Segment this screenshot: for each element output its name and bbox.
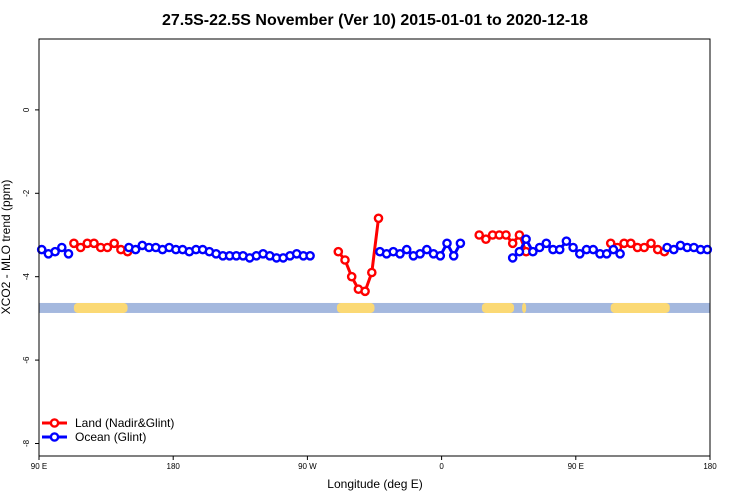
ocean-data-point — [36, 244, 47, 255]
ocean-data-point — [401, 244, 412, 255]
ocean-data-point — [421, 244, 432, 255]
land-data-point — [481, 234, 491, 244]
land-band-segment — [73, 302, 128, 313]
ocean-data-point — [554, 244, 565, 255]
land-data-point — [507, 238, 518, 249]
ocean-data-point — [669, 244, 679, 255]
ocean-data-point — [455, 238, 466, 249]
legend: Land (Nadir&Glint)Ocean (Glint) — [42, 416, 174, 444]
land-data-point — [340, 255, 350, 265]
ocean-data-point — [514, 246, 525, 257]
land-data-point — [373, 213, 384, 224]
land-data-point — [514, 230, 525, 240]
ocean-data-point — [415, 248, 425, 259]
x-tick-label: 90 W — [298, 462, 317, 471]
ocean-data-point — [305, 250, 315, 261]
ocean-data-point — [50, 246, 60, 257]
ocean-data-point — [541, 238, 552, 249]
x-axis-label: Longitude (deg E) — [327, 477, 422, 491]
ocean-data-point — [702, 244, 713, 255]
ocean-data-point — [63, 248, 74, 259]
land-data-point — [646, 238, 656, 249]
land-data-point — [102, 242, 113, 253]
y-axis: 0 -2 -4 -6 -8 — [22, 107, 39, 447]
ocean-data-point — [528, 246, 538, 257]
y-axis-label: XCO2 - MLO trend (ppm) — [0, 180, 13, 315]
land-band-segment — [336, 302, 375, 313]
ocean-data-point — [568, 242, 578, 253]
ocean-data-point — [534, 242, 545, 253]
land-data-point — [89, 238, 99, 249]
ocean-data-point — [130, 244, 141, 255]
land-band-segment — [522, 302, 527, 313]
y-tick-label: -2 — [22, 189, 31, 197]
plot-frame — [38, 38, 711, 457]
land-data-point — [69, 238, 79, 249]
land-legend-label: Land (Nadir&Glint) — [75, 416, 174, 430]
ocean-data-point — [608, 244, 619, 255]
ocean-legend-label: Ocean (Glint) — [75, 430, 146, 444]
ocean-data-point — [57, 242, 67, 253]
x-tick-label: 90 E — [31, 462, 47, 471]
land-legend-marker — [49, 418, 60, 428]
ocean-data-point — [588, 244, 599, 255]
ocean-legend-marker — [49, 432, 60, 442]
chart-title: 27.5S-22.5S November (Ver 10) 2015-01-01… — [162, 12, 588, 29]
ocean-data-point — [435, 250, 446, 261]
land-data-point — [366, 267, 377, 278]
land-data-point — [75, 242, 86, 253]
land-data-point — [501, 230, 511, 240]
land-data-point — [360, 286, 370, 297]
ocean-data-point — [442, 238, 452, 249]
x-tick-label: 0 — [439, 462, 444, 471]
land-data-point — [474, 230, 485, 240]
ocean-data-point — [448, 250, 459, 261]
y-tick-label: -6 — [22, 356, 31, 364]
land-data-point — [626, 238, 636, 249]
land-data-point — [109, 238, 119, 249]
land-series-line — [337, 218, 380, 294]
ocean-data-point — [575, 248, 585, 259]
land-band-segment — [610, 302, 670, 313]
ocean-data-point — [615, 248, 625, 259]
y-tick-label: -4 — [22, 273, 31, 281]
ocean-data-point — [507, 253, 518, 263]
ocean-data-point — [601, 248, 612, 259]
y-tick-label: -8 — [22, 439, 31, 447]
x-axis: 90 E 180 90 W 0 90 E 180 — [31, 456, 717, 471]
x-tick-label: 90 E — [568, 462, 584, 471]
land-data-point — [639, 242, 650, 253]
land-data-point — [346, 271, 357, 282]
land-band-segment — [481, 302, 515, 313]
x-tick-label: 180 — [703, 462, 717, 471]
ocean-data-point — [395, 248, 405, 259]
ocean-data-point — [521, 234, 531, 244]
ocean-data-point — [561, 236, 572, 246]
plot-area — [36, 213, 713, 313]
x-tick-label: 180 — [167, 462, 181, 471]
y-tick-label: 0 — [22, 107, 31, 112]
land-data-point — [333, 246, 344, 257]
